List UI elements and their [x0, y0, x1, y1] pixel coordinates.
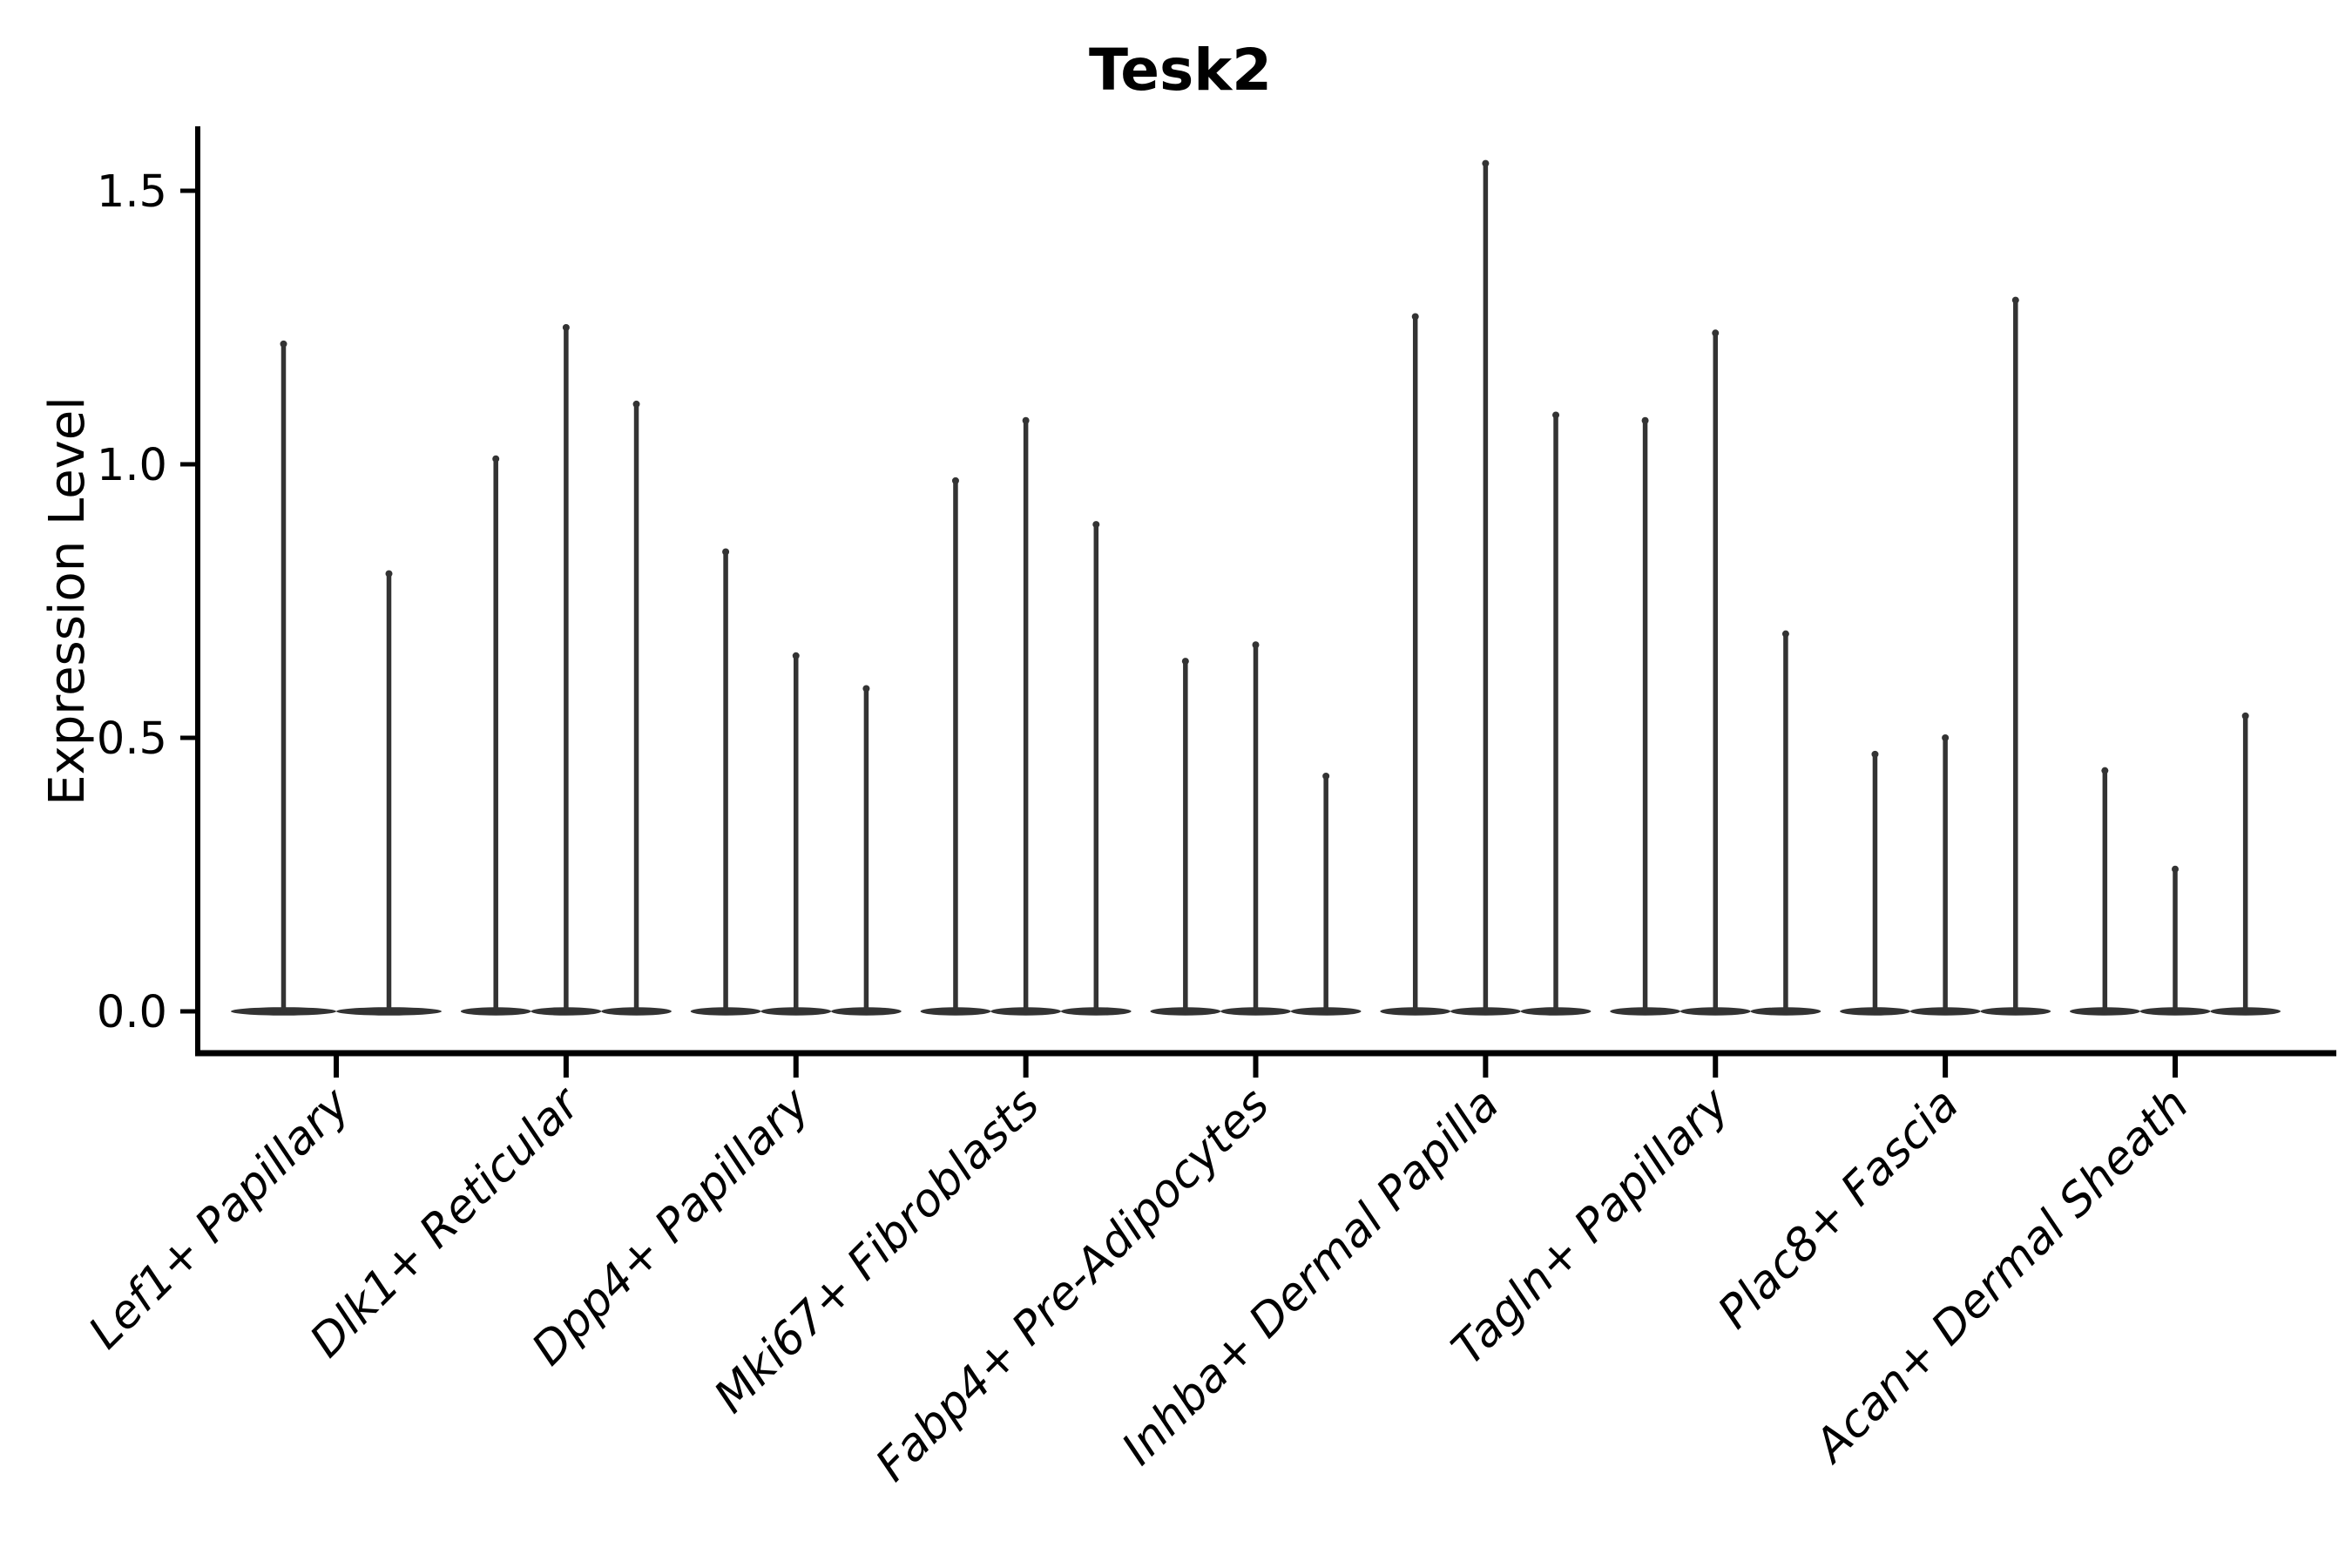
violin-tip [1092, 521, 1100, 529]
violin-tip [862, 685, 870, 693]
violin-tip [492, 455, 500, 463]
violin-tip [1641, 416, 1649, 424]
x-tick-label: Fabp4+ Pre-Adipocytes [866, 1078, 1280, 1492]
violin-tip [722, 548, 730, 556]
y-tick-label: 0.5 [97, 713, 167, 765]
violin-tip [1552, 411, 1560, 419]
y-tick-label: 0.0 [97, 987, 167, 1038]
violin-tip [562, 324, 570, 331]
violin-tip [280, 340, 287, 348]
violin-tip [1022, 416, 1030, 424]
violin-group [690, 548, 902, 1016]
violin-tip [1942, 734, 1950, 741]
violin-group [920, 416, 1132, 1016]
violin-tip [1411, 313, 1419, 321]
violin-tip [632, 400, 640, 408]
violin-group [1380, 159, 1592, 1016]
y-axis-ticks: 0.0 0.5 1.0 1.5 [97, 166, 198, 1038]
violin-tip [2011, 296, 2019, 304]
violins [231, 159, 2281, 1016]
violin-group [1840, 296, 2051, 1016]
violin-tip [1482, 159, 1490, 167]
violin-group [231, 340, 442, 1016]
violin-tip [2101, 767, 2109, 774]
violin-group [1610, 329, 1821, 1016]
y-tick-label: 1.5 [97, 166, 167, 218]
violin-tip [1322, 772, 1330, 780]
x-tick-label: Inhba+ Dermal Papilla [1112, 1078, 1510, 1476]
violin-group [2070, 712, 2281, 1016]
violin-tip [1871, 750, 1879, 758]
violin-group [460, 324, 672, 1016]
violin-tip [1781, 630, 1789, 638]
violin-tip [951, 476, 959, 484]
violin-tip [792, 652, 800, 659]
x-tick-label: Plac8+ Fascia [1708, 1078, 1969, 1339]
y-tick-label: 1.0 [97, 440, 167, 491]
violin-tip [1712, 329, 1720, 337]
y-axis-label: Expression Level [39, 396, 96, 806]
violin-group [1150, 641, 1362, 1016]
violin-tip [2172, 865, 2179, 873]
x-tick-label: Acan+ Dermal Sheath [1803, 1078, 2199, 1474]
violin-tip [385, 570, 393, 578]
chart-title: Tesk2 [1089, 37, 1272, 104]
violin-tip [1181, 658, 1189, 666]
violin-tip [2241, 712, 2249, 720]
violin-tip [1252, 641, 1260, 649]
